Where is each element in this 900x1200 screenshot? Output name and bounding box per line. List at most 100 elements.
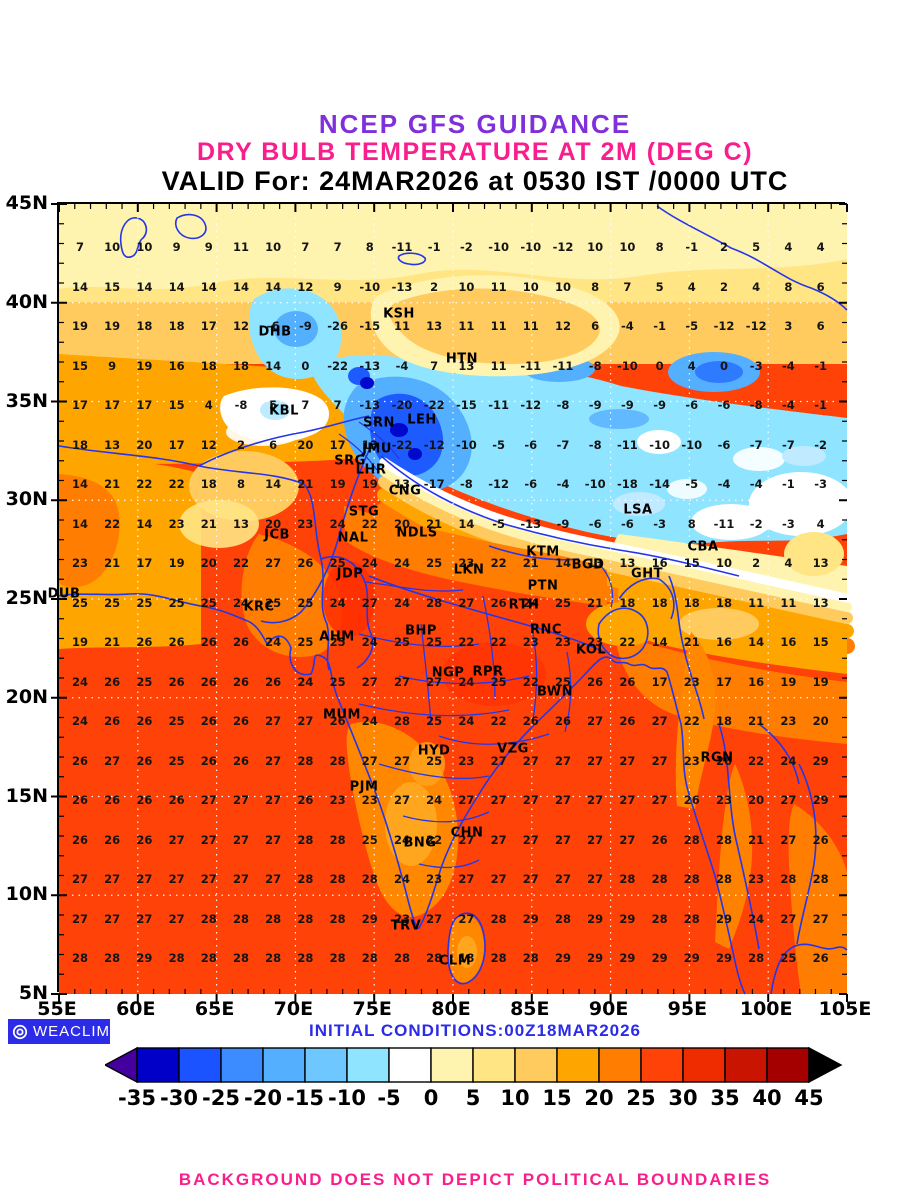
temperature-value: 29 [587, 951, 604, 965]
lon-tick-label: 65E [194, 998, 235, 1020]
temperature-value: 13 [458, 358, 475, 373]
temperature-value: -4 [782, 358, 795, 373]
temperature-value: -11 [520, 358, 542, 373]
temperature-value: 26 [490, 595, 507, 610]
temperature-value: 28 [297, 753, 314, 768]
temperature-value: 26 [136, 635, 153, 649]
temperature-value: 27 [104, 753, 121, 768]
temperature-value: 24 [748, 911, 765, 926]
temperature-value: -6 [588, 516, 602, 531]
temperature-value: 27 [168, 832, 185, 847]
temperature-value: -15 [359, 319, 381, 333]
station-label: KRC [243, 599, 275, 615]
temperature-value: 27 [458, 832, 475, 847]
colorbar-segment [598, 1047, 642, 1083]
temperature-value: 15 [104, 279, 121, 294]
temperature-value: 27 [265, 872, 282, 886]
temperature-colorbar [103, 1046, 845, 1084]
temperature-value: -10 [456, 437, 477, 452]
temperature-value: -13 [359, 358, 381, 373]
temperature-value: 22 [104, 516, 121, 531]
temperature-value: 28 [426, 951, 443, 965]
temperature-value: 28 [168, 951, 185, 965]
lat-tick-label: 35N [5, 389, 48, 412]
temperature-value: 27 [780, 832, 797, 847]
temperature-value: -1 [814, 358, 827, 373]
temperature-value: 27 [812, 911, 829, 926]
temperature-value: -11 [391, 240, 413, 254]
temperature-value: 13 [426, 319, 443, 333]
temperature-value: 28 [715, 832, 733, 847]
temperature-value: 26 [168, 635, 185, 649]
temperature-value: 27 [458, 911, 475, 926]
temperature-value: 2 [719, 240, 729, 254]
lon-tick-label: 55E [37, 998, 77, 1020]
temperature-value: 6 [816, 279, 825, 294]
temperature-value: 14 [168, 279, 185, 294]
temperature-value: 13 [232, 516, 250, 531]
temperature-value: 27 [490, 793, 507, 807]
temperature-value: 28 [393, 714, 411, 728]
temperature-value: 27 [200, 832, 217, 847]
temperature-value: 12 [297, 279, 314, 294]
temperature-value: 28 [104, 951, 121, 965]
temperature-value: 25 [329, 556, 346, 570]
temperature-value: 26 [619, 674, 636, 689]
temperature-value: 22 [361, 516, 378, 531]
temperature-value: 18 [168, 319, 185, 333]
temperature-value: 25 [780, 951, 797, 965]
temperature-value: 25 [168, 595, 185, 610]
temperature-value: 12 [232, 319, 250, 333]
temperature-value: 9 [204, 240, 213, 254]
temperature-value: 23 [683, 753, 700, 768]
temperature-value: 29 [554, 951, 572, 965]
temperature-value: 9 [172, 240, 181, 254]
temperature-value: 6 [269, 437, 278, 452]
temperature-value: 29 [522, 911, 539, 926]
temperature-value: 23 [522, 635, 539, 649]
temperature-value: 28 [329, 832, 346, 847]
temperature-value: 7 [301, 398, 310, 412]
temperature-value: -9 [621, 398, 634, 412]
temperature-value: 14 [265, 477, 282, 491]
temperature-value: 24 [393, 832, 411, 847]
temperature-value: 26 [651, 832, 668, 847]
temperature-value: -22 [391, 437, 413, 452]
temperature-value: 18 [651, 595, 668, 610]
temperature-value: 28 [748, 951, 765, 965]
temperature-value: -1 [685, 240, 699, 254]
temperature-value: 27 [232, 793, 250, 807]
lat-tick-label: 25N [5, 587, 48, 609]
temperature-value: 15 [71, 358, 89, 373]
temperature-value: 27 [619, 832, 636, 847]
temperature-value: 27 [554, 872, 572, 886]
lat-tick-label: 5N [18, 982, 48, 1004]
station-label: RTH [508, 597, 540, 613]
temperature-value: 18 [683, 595, 700, 610]
lat-tick-label: 30N [5, 488, 48, 511]
temperature-value: 22 [232, 556, 250, 570]
temperature-value: 24 [329, 516, 346, 531]
temperature-value: 27 [426, 911, 443, 926]
temperature-value: 21 [748, 714, 765, 728]
temperature-value: 14 [232, 279, 250, 294]
temperature-value: 26 [232, 674, 250, 689]
temperature-value: 27 [522, 872, 539, 886]
temperature-value: 27 [554, 753, 572, 768]
temperature-value: 25 [168, 753, 185, 768]
temperature-value: 25 [329, 635, 346, 649]
temperature-value: 28 [651, 872, 668, 886]
colorbar-segment [724, 1047, 768, 1083]
temperature-value: 28 [619, 872, 636, 886]
temperature-value: -8 [234, 398, 248, 412]
temperature-value: 14 [136, 516, 153, 531]
temperature-value: 28 [297, 832, 314, 847]
temperature-value: 17 [715, 674, 733, 689]
station-label: CBA [687, 539, 719, 555]
temperature-value: -9 [299, 319, 312, 333]
temperature-value: -1 [653, 319, 666, 333]
temperature-value: 4 [687, 358, 696, 373]
temperature-value: -12 [488, 477, 509, 491]
temperature-value: 27 [265, 556, 282, 570]
temperature-value: -9 [556, 516, 570, 531]
